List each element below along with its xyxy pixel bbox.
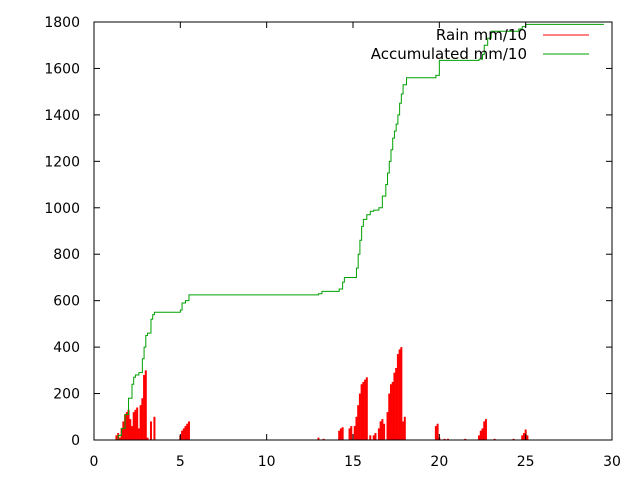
y-tick-label: 800 (53, 247, 80, 263)
rain-impulse (493, 438, 496, 440)
rain-impulse (364, 379, 367, 440)
rain-impulse (398, 349, 401, 440)
y-tick-label: 1600 (44, 61, 80, 77)
rain-impulse (381, 419, 384, 440)
rain-impulse (146, 437, 149, 440)
legend-label: Rain mm/10 (436, 26, 527, 44)
rain-impulse (125, 412, 128, 440)
rain-impulse (118, 437, 121, 440)
rain-impulse (402, 421, 405, 440)
rain-impulse (483, 421, 486, 440)
rain-impulse (141, 398, 144, 440)
rain-impulse (365, 377, 368, 440)
rain-impulse (153, 416, 156, 440)
rain-impulse (350, 426, 353, 440)
y-tick-label: 600 (53, 294, 80, 310)
accumulated-line-layer (114, 23, 604, 441)
rain-impulse (137, 428, 140, 440)
x-tick-label: 30 (603, 454, 621, 470)
rain-impulse (360, 384, 363, 440)
rain-impulse (134, 409, 137, 440)
rain-impulse (127, 409, 130, 440)
plot-frame (93, 21, 613, 441)
rain-impulse (149, 421, 152, 440)
rain-impulse (317, 437, 320, 440)
rain-impulse (353, 426, 356, 440)
rain-impulse (130, 426, 133, 440)
rain-impulses (115, 347, 605, 440)
rain-impulse (341, 427, 344, 440)
rain-impulse (388, 393, 391, 440)
rain-impulse (484, 419, 487, 440)
rain-impulse (436, 423, 439, 440)
rain-impulse (396, 354, 399, 440)
rain-impulse (322, 438, 325, 440)
rain-impulse (395, 368, 398, 440)
rain-impulse (369, 435, 372, 440)
rain-impulse (379, 421, 382, 440)
rain-impulse (372, 435, 375, 440)
rain-impulse (129, 419, 132, 440)
y-tick-label: 1400 (44, 108, 80, 124)
x-tick-label: 0 (90, 454, 99, 470)
rain-impulse (521, 435, 524, 440)
rain-impulse (143, 374, 146, 440)
rain-impulse (400, 347, 403, 440)
y-tick-label: 1000 (44, 201, 80, 217)
rain-impulse (182, 428, 185, 440)
legend-label: Accumulated mm/10 (371, 45, 527, 63)
rain-impulse (348, 428, 351, 440)
y-tick-label: 200 (53, 387, 80, 403)
rain-impulse (389, 384, 392, 440)
rain-impulse (479, 430, 482, 440)
rain-impulse (434, 426, 437, 440)
rain-impulse (187, 421, 190, 440)
rain-impulse (481, 428, 484, 440)
rain-impulse (115, 435, 118, 440)
rain-impulse (139, 405, 142, 440)
y-tick-label: 1800 (44, 15, 80, 31)
rain-impulse (391, 381, 394, 440)
rain-impulse (478, 435, 481, 440)
rain-impulse (181, 430, 184, 440)
x-tick-label: 10 (258, 454, 276, 470)
y-tick-label: 0 (71, 433, 80, 449)
rain-impulse (446, 438, 449, 440)
rain-impulse (355, 416, 358, 440)
y-tick-label: 400 (53, 340, 80, 356)
rain-impulse (144, 370, 147, 440)
rain-impulse (132, 412, 135, 440)
rain-impulse (393, 372, 396, 440)
rain-impulse (184, 426, 187, 440)
rain-impulse (339, 428, 342, 440)
rain-impulse (403, 416, 406, 440)
x-tick-label: 20 (430, 454, 448, 470)
rain-impulse (386, 412, 389, 440)
rain-impulse (512, 438, 515, 440)
rain-impulse (122, 421, 125, 440)
rain-impulse (526, 435, 529, 440)
rain-impulse (374, 433, 377, 440)
x-tick-label: 5 (176, 454, 185, 470)
axes: 0 5 10 15 20 25 30 0 200 400 600 800 1000 1200 1400 160… (44, 15, 621, 470)
x-tick-label: 25 (517, 454, 535, 470)
rain-impulse (522, 433, 525, 440)
rain-impulse (358, 393, 361, 440)
y-tick-label: 1200 (44, 154, 80, 170)
rain-impulse (377, 428, 380, 440)
rain-impulse (338, 430, 341, 440)
x-tick-label: 15 (344, 454, 362, 470)
rain-impulse (357, 405, 360, 440)
rain-impulse (136, 407, 139, 440)
accumulated-line (114, 23, 604, 441)
rain-impulse (383, 423, 386, 440)
rain-impulse (362, 381, 365, 440)
rain-impulse (186, 423, 189, 440)
rain-impulse (464, 438, 467, 440)
rain-impulse (443, 438, 446, 440)
